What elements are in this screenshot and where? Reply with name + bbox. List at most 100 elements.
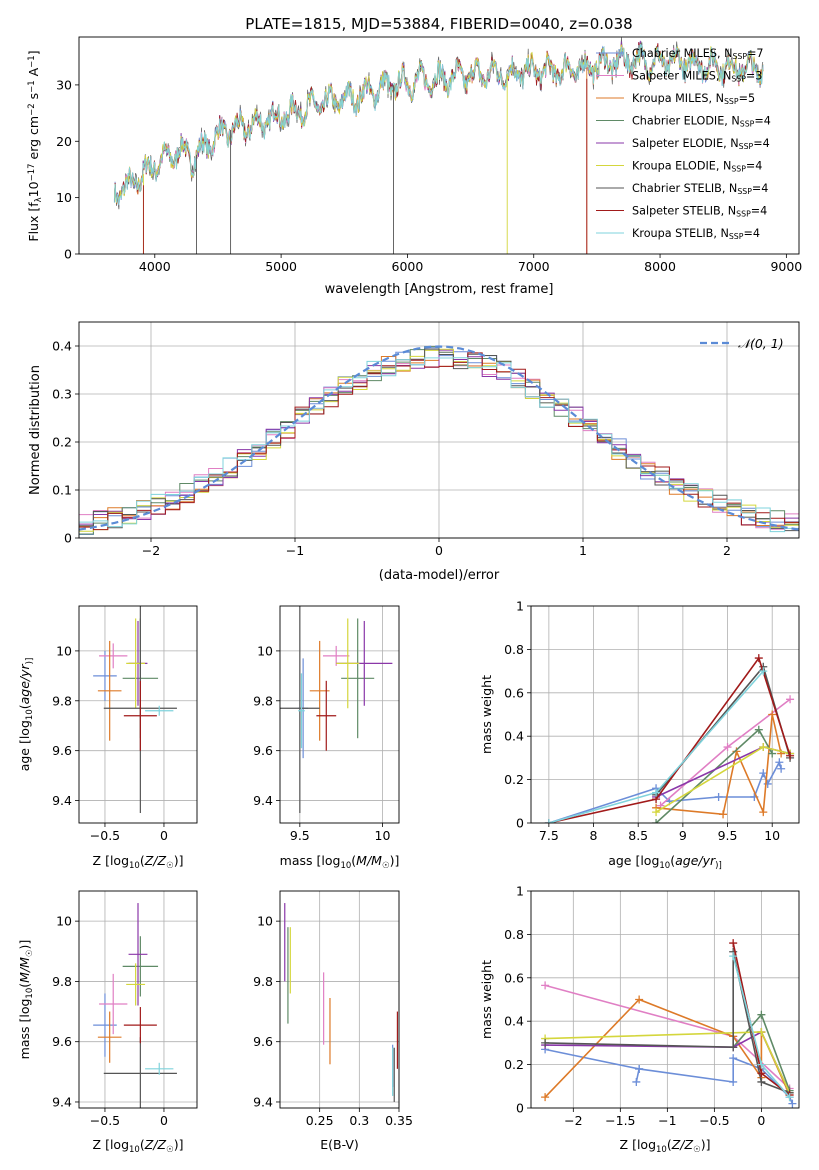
x-tick-label: 0 <box>757 1113 765 1128</box>
y-tick-label: 9.8 <box>253 974 273 989</box>
y-tick-label: 0.3 <box>52 387 72 402</box>
y-tick-label: 20 <box>56 134 72 149</box>
x-axis-label-part: Z/Z <box>144 1137 167 1152</box>
x-axis-label-part: ☉ <box>382 861 390 871</box>
y-tick-label: 0.6 <box>504 685 524 700</box>
plot-area <box>284 903 399 1102</box>
legend-entry-text: Chabrier STELIB, N <box>632 182 737 195</box>
x-axis-label-part: ( <box>140 1137 145 1152</box>
legend-entry-sub: SSP <box>732 52 747 61</box>
x-axis-label: mass [log10(M/M☉)] <box>280 853 400 871</box>
x-axis-label-part: 10 <box>340 861 351 871</box>
x-axis-label-part: ( <box>670 853 675 868</box>
weight-point-marker <box>635 995 644 1004</box>
plot-area <box>79 345 799 538</box>
y-tick-label: 9.6 <box>52 1034 72 1049</box>
y-tick-label: 0 <box>516 816 524 831</box>
legend-entry-sub: SSP <box>736 210 751 219</box>
y-tick-label: 0 <box>64 531 72 546</box>
y-axis-label-part: age/yr <box>17 663 32 704</box>
legend-entry-text: Kroupa STELIB, N <box>632 227 729 240</box>
x-axis-label-part: 10 <box>129 1145 140 1155</box>
y-tick-label: 9.4 <box>253 793 273 808</box>
legend-entry-sub: SSP <box>740 120 755 129</box>
x-tick-label: −0.5 <box>90 1113 120 1128</box>
legend-entry-tail: =5 <box>739 92 756 105</box>
legend-entry: Salpeter MILES, NSSP=3 <box>632 70 762 84</box>
weight-point-marker <box>788 1099 797 1108</box>
x-tick-label: 0.25 <box>306 1113 334 1128</box>
y-axis-label-part: 10 <box>25 709 35 720</box>
y-tick-label: 9.8 <box>52 693 72 708</box>
y-axis-label-part: )] <box>17 940 32 950</box>
legend-entry-tail: =4 <box>754 115 771 128</box>
x-tick-label: −0.5 <box>699 1113 729 1128</box>
weight-point-marker <box>652 788 661 797</box>
y-tick-label: 10 <box>56 914 72 929</box>
x-axis-label-part: ☉ <box>166 861 174 871</box>
legend-entry-text: Chabrier ELODIE, N <box>632 115 740 128</box>
legend-entry-text: Kroupa ELODIE, N <box>632 160 731 173</box>
legend-entry-tail: =4 <box>751 205 768 218</box>
legend-entry: Kroupa STELIB, NSSP=4 <box>632 227 760 241</box>
y-tick-label: 0.1 <box>52 483 72 498</box>
x-tick-label: 0 <box>435 543 443 558</box>
legend-entry: Chabrier STELIB, NSSP=4 <box>632 182 768 196</box>
x-axis-label-part: age [log <box>608 853 659 868</box>
weight-point-marker <box>786 751 795 760</box>
weight-point-marker <box>757 1028 766 1037</box>
legend-entry-sub: SSP <box>739 142 754 151</box>
x-tick-label: 5000 <box>265 259 297 274</box>
weight-point-marker <box>723 743 732 752</box>
x-tick-label: 0 <box>160 828 168 843</box>
x-tick-label: 9000 <box>770 259 802 274</box>
weight-series-line <box>656 714 782 816</box>
y-tick-label: 9.6 <box>253 743 273 758</box>
y-axis-label-part: λ <box>34 197 44 202</box>
x-tick-label: 8000 <box>644 259 676 274</box>
weight-point-marker <box>719 810 728 819</box>
x-axis-label: Z [log10(Z/Z☉)] <box>620 1137 711 1155</box>
x-axis-label-part: )] <box>174 853 184 868</box>
axes-frame <box>78 605 198 824</box>
chart-title: PLATE=1815, MJD=53884, FIBERID=0040, z=0… <box>245 15 632 33</box>
weight-point-marker <box>757 1010 766 1019</box>
x-tick-label: −1 <box>658 1113 676 1128</box>
legend-entry-sub: SSP <box>724 97 739 106</box>
y-tick-label: 1 <box>516 884 524 899</box>
y-axis-label-part: ☉ <box>25 949 35 957</box>
x-axis-label: Z [log10(Z/Z☉)] <box>93 1137 184 1155</box>
weight-point-marker <box>768 749 777 758</box>
x-axis-label-part: ( <box>667 1137 672 1152</box>
y-axis-label-part: −1 <box>27 80 37 93</box>
y-tick-label: 30 <box>56 77 72 92</box>
weight-point-marker <box>714 792 723 801</box>
x-axis-label-part: 10 <box>659 861 670 871</box>
y-tick-label: 0.6 <box>504 970 524 985</box>
y-tick-label: 0.4 <box>52 339 72 354</box>
y-tick-label: 0.2 <box>504 1057 524 1072</box>
x-axis-label-part: Z/Z <box>144 853 167 868</box>
x-tick-label: 9 <box>679 828 687 843</box>
x-tick-label: −2 <box>142 543 160 558</box>
y-axis-label: mass [log10(M/M☉)] <box>17 940 35 1060</box>
y-tick-label: 0.8 <box>504 927 524 942</box>
axes-frame <box>279 890 400 1109</box>
weight-point-marker <box>759 769 768 778</box>
plot-area <box>93 903 177 1108</box>
x-tick-label: −1 <box>286 543 304 558</box>
legend-entry-text: Salpeter ELODIE, N <box>632 137 739 150</box>
x-axis-label-part: )] <box>701 1137 711 1152</box>
axes-frame <box>530 890 800 1109</box>
x-axis-label-part: )] <box>174 1137 184 1152</box>
weight-point-marker <box>785 1093 794 1102</box>
axes-frame <box>78 36 800 255</box>
weight-point-marker <box>759 667 768 676</box>
y-tick-label: 9.4 <box>253 1094 273 1109</box>
axes-frame <box>530 605 800 824</box>
weight-point-marker <box>757 1069 766 1078</box>
